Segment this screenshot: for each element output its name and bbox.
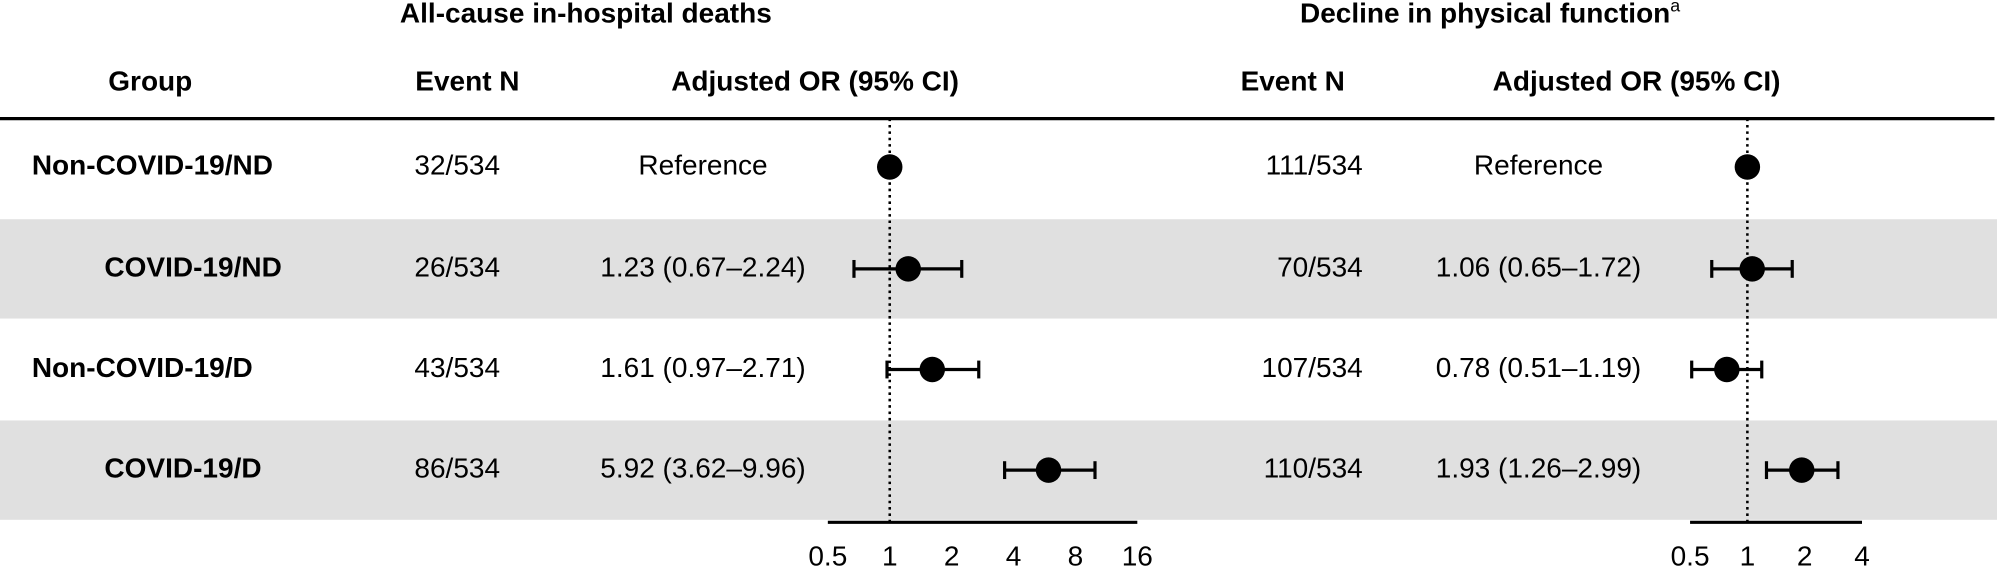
or-header: Adjusted OR (95% CI) xyxy=(1493,65,1781,96)
or-label: Reference xyxy=(638,149,767,180)
event-count: 26/534 xyxy=(414,251,500,282)
panel-title: All-cause in-hospital deaths xyxy=(400,0,772,29)
point-estimate xyxy=(1035,457,1062,483)
x-tick-label: 0.5 xyxy=(1671,540,1710,571)
event-count: 107/534 xyxy=(1262,352,1363,383)
panel-title-text: Decline in physical function xyxy=(1300,0,1670,29)
row-band xyxy=(0,219,1997,319)
or-label: 1.23 (0.67–2.24) xyxy=(600,251,806,282)
group-label: Non-COVID-19/ND xyxy=(32,149,273,180)
x-tick-label: 2 xyxy=(1797,540,1813,571)
x-tick-label: 4 xyxy=(1006,540,1022,571)
x-tick-label: 1 xyxy=(1740,540,1756,571)
event-count: 110/534 xyxy=(1264,453,1363,484)
or-label: 0.78 (0.51–1.19) xyxy=(1436,352,1642,383)
point-estimate xyxy=(1739,256,1765,282)
group-label: COVID-19/D xyxy=(104,453,261,484)
group-header: Group xyxy=(108,65,192,96)
or-label: 5.92 (3.62–9.96) xyxy=(600,453,806,484)
or-label: 1.93 (1.26–2.99) xyxy=(1436,453,1642,484)
or-label: 1.61 (0.97–2.71) xyxy=(600,352,806,383)
or-label: Reference xyxy=(1474,149,1603,180)
point-estimate xyxy=(1714,356,1740,383)
x-tick-label: 4 xyxy=(1854,540,1870,571)
or-header: Adjusted OR (95% CI) xyxy=(671,65,959,96)
event-count: 32/534 xyxy=(414,149,500,180)
event-count: 86/534 xyxy=(414,453,500,484)
or-label: 1.06 (0.65–1.72) xyxy=(1436,251,1642,282)
x-tick-label: 16 xyxy=(1122,540,1153,571)
point-estimate xyxy=(895,256,921,282)
panel-title: Decline in physical functiona xyxy=(1300,0,1680,29)
x-tick-label: 2 xyxy=(944,540,960,571)
event-count: 111/534 xyxy=(1266,149,1363,180)
event-header: Event N xyxy=(1241,65,1345,96)
row-band xyxy=(0,420,1997,520)
event-count: 70/534 xyxy=(1277,251,1363,282)
point-estimate xyxy=(1734,154,1761,180)
group-label: COVID-19/ND xyxy=(104,251,281,282)
point-estimate xyxy=(919,356,945,383)
x-tick-label: 0.5 xyxy=(808,540,847,571)
event-count: 43/534 xyxy=(414,352,500,383)
point-estimate xyxy=(876,154,903,180)
point-estimate xyxy=(1789,457,1815,483)
event-header: Event N xyxy=(415,65,519,96)
title-note: a xyxy=(1670,0,1680,15)
x-tick-label: 8 xyxy=(1068,540,1084,571)
group-label: Non-COVID-19/D xyxy=(32,352,253,383)
x-tick-label: 1 xyxy=(882,540,898,571)
panel-title-text: All-cause in-hospital deaths xyxy=(400,0,772,29)
